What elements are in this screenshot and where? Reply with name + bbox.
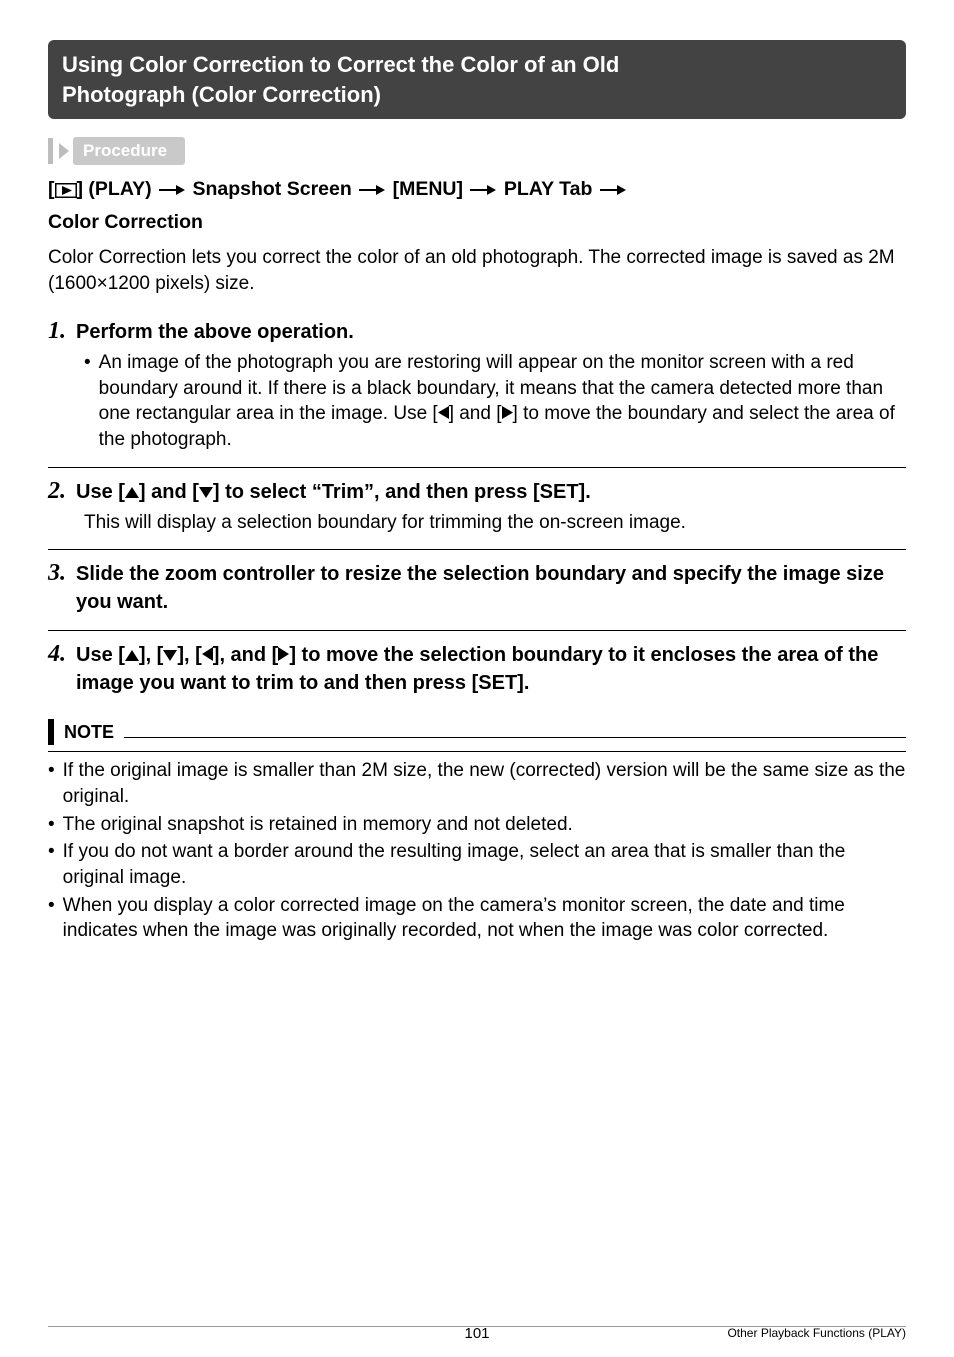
s2-mid: ] and [ bbox=[139, 481, 199, 503]
step-2-num: 2. bbox=[48, 479, 66, 503]
step-3: 3. Slide the zoom controller to resize t… bbox=[48, 549, 906, 616]
section-header: Using Color Correction to Correct the Co… bbox=[48, 40, 906, 119]
note-line-icon bbox=[124, 726, 906, 738]
triangle-right-icon bbox=[278, 641, 289, 669]
note-bar-icon bbox=[48, 719, 54, 745]
s1-mid: ] and [ bbox=[449, 403, 502, 424]
note-header: NOTE bbox=[48, 719, 906, 745]
path-seg5: Color Correction bbox=[48, 211, 203, 233]
note-label: NOTE bbox=[64, 722, 114, 743]
step-3-title: Slide the zoom controller to resize the … bbox=[76, 560, 906, 616]
path-seg4: PLAY Tab bbox=[504, 178, 593, 200]
path-seg2: Snapshot Screen bbox=[192, 178, 351, 200]
arrow-right-icon bbox=[600, 176, 626, 205]
step-4: 4. Use [], [], [], and [] to move the se… bbox=[48, 630, 906, 697]
note-item: • If the original image is smaller than … bbox=[48, 758, 906, 809]
triangle-down-icon bbox=[163, 641, 177, 669]
path-close: ] (PLAY) bbox=[77, 178, 152, 200]
intro-text: Color Correction lets you correct the co… bbox=[48, 245, 906, 296]
play-box-icon bbox=[55, 178, 77, 207]
s4-pre: Use [ bbox=[76, 644, 125, 666]
bullet-dot: • bbox=[84, 350, 91, 453]
triangle-left-icon bbox=[202, 641, 213, 669]
step-3-head: 3. Slide the zoom controller to resize t… bbox=[48, 560, 906, 616]
s2-post: ] to select “Trim”, and then press [SET]… bbox=[213, 481, 591, 503]
triangle-down-icon bbox=[199, 478, 213, 506]
bullet-dot: • bbox=[48, 758, 55, 809]
arrow-right-icon bbox=[159, 176, 185, 205]
procedure-label: Procedure bbox=[73, 137, 185, 165]
note-text: If you do not want a border around the r… bbox=[63, 839, 906, 890]
note-text: When you display a color corrected image… bbox=[63, 893, 906, 944]
step-1-num: 1. bbox=[48, 319, 66, 343]
page-container: Using Color Correction to Correct the Co… bbox=[0, 0, 954, 1357]
triangle-up-icon bbox=[125, 478, 139, 506]
step-1-head: 1. Perform the above operation. bbox=[48, 318, 906, 346]
bullet-dot: • bbox=[48, 812, 55, 838]
s2-pre: Use [ bbox=[76, 481, 125, 503]
arrow-right-icon bbox=[470, 176, 496, 205]
bullet-dot: • bbox=[48, 893, 55, 944]
arrow-right-icon bbox=[359, 176, 385, 205]
s4-m3: ], and [ bbox=[213, 644, 279, 666]
header-line1: Using Color Correction to Correct the Co… bbox=[62, 52, 619, 77]
note-item: • The original snapshot is retained in m… bbox=[48, 812, 906, 838]
note-item: • When you display a color corrected ima… bbox=[48, 893, 906, 944]
menu-path: [] (PLAY) Snapshot Screen [MENU] PLAY Ta… bbox=[48, 175, 906, 237]
bullet-dot: • bbox=[48, 839, 55, 890]
step-2-title: Use [ ] and [ ] to select “Trim”, and then… bbox=[76, 478, 591, 506]
triangle-up-icon bbox=[125, 641, 139, 669]
step-4-num: 4. bbox=[48, 642, 66, 666]
step-2-head: 2. Use [ ] and [ ] to select “Trim”, and t… bbox=[48, 478, 906, 506]
page-number: 101 bbox=[464, 1325, 489, 1342]
step-4-head: 4. Use [], [], [], and [] to move the se… bbox=[48, 641, 906, 697]
note-item: • If you do not want a border around the… bbox=[48, 839, 906, 890]
path-seg3: [MENU] bbox=[393, 178, 463, 200]
step-3-num: 3. bbox=[48, 561, 66, 585]
step-1-title: Perform the above operation. bbox=[76, 318, 354, 346]
procedure-bar-icon bbox=[48, 138, 53, 164]
note-rule bbox=[48, 751, 906, 752]
s4-m1: ], [ bbox=[139, 644, 163, 666]
triangle-left-icon bbox=[438, 401, 449, 427]
note-text: The original snapshot is retained in mem… bbox=[63, 812, 573, 838]
procedure-arrow-icon bbox=[59, 143, 69, 159]
footer-text: Other Playback Functions (PLAY) bbox=[727, 1326, 906, 1340]
s4-m2: ], [ bbox=[177, 644, 201, 666]
step-1: 1. Perform the above operation. • An ima… bbox=[48, 314, 906, 453]
note-text: If the original image is smaller than 2M… bbox=[63, 758, 906, 809]
procedure-tag: Procedure bbox=[48, 137, 906, 165]
step-2-body: This will display a selection boundary f… bbox=[84, 510, 906, 536]
step-4-title: Use [], [], [], and [] to move the selec… bbox=[76, 641, 906, 697]
step-2: 2. Use [ ] and [ ] to select “Trim”, and t… bbox=[48, 467, 906, 536]
step-1-bullet-text: An image of the photograph you are resto… bbox=[99, 350, 906, 453]
triangle-right-icon bbox=[502, 401, 513, 427]
header-line2: Photograph (Color Correction) bbox=[62, 82, 381, 107]
page-footer: 101 Other Playback Functions (PLAY) bbox=[48, 1326, 906, 1333]
step-1-bullet: • An image of the photograph you are res… bbox=[84, 350, 906, 453]
